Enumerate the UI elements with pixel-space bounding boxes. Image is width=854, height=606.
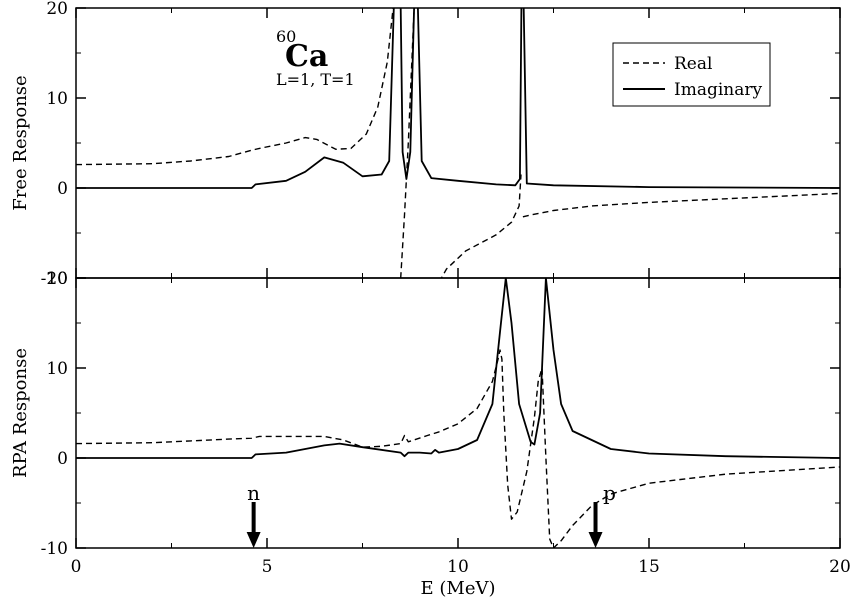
x-tick-label: 10 xyxy=(447,557,469,577)
quantum-numbers: L=1, T=1 xyxy=(276,70,355,89)
legend-imaginary-label: Imaginary xyxy=(674,80,763,100)
series-real-line xyxy=(76,8,840,278)
legend-box xyxy=(612,42,771,107)
arrow-p-head xyxy=(588,532,603,548)
arrow-n-head xyxy=(246,532,261,548)
x-tick-label: 0 xyxy=(71,557,82,577)
arrow-n-label: n xyxy=(247,481,260,505)
legend-real-label: Real xyxy=(674,54,712,74)
x-tick-label: 5 xyxy=(262,557,273,577)
y-tick-label: 10 xyxy=(46,89,68,109)
y-tick-label: 0 xyxy=(57,449,68,469)
x-axis-label: E (MeV) xyxy=(421,578,496,599)
series-real-line xyxy=(76,349,840,548)
y-tick-label: 20 xyxy=(46,269,68,289)
isotope-mass: 60 xyxy=(276,27,296,46)
panel-bottom-frame xyxy=(75,277,841,549)
series-imaginary-line xyxy=(76,8,840,189)
y-tick-label: -10 xyxy=(41,539,68,559)
isotope-symbol: Ca xyxy=(285,39,328,74)
panel-top-ylabel: Free Response xyxy=(10,75,31,210)
panel-top: 20 10 0 -10 Free Response 60 Ca L=1, T=1 Re… xyxy=(10,0,841,289)
y-tick-label: 10 xyxy=(46,359,68,379)
panel-top-plot xyxy=(76,8,840,278)
y-tick-label: 0 xyxy=(57,179,68,199)
series-imaginary-line xyxy=(76,278,840,459)
arrow-p-label: p xyxy=(603,481,616,505)
x-tick-label: 15 xyxy=(638,557,660,577)
panel-bottom-ylabel: RPA Response xyxy=(10,348,31,478)
panel-bottom-plot xyxy=(76,278,840,548)
y-tick-label: 20 xyxy=(46,0,68,19)
legend: Real Imaginary xyxy=(612,42,771,107)
x-tick-label: 20 xyxy=(829,557,851,577)
y-tick-label: -10 xyxy=(41,269,68,289)
